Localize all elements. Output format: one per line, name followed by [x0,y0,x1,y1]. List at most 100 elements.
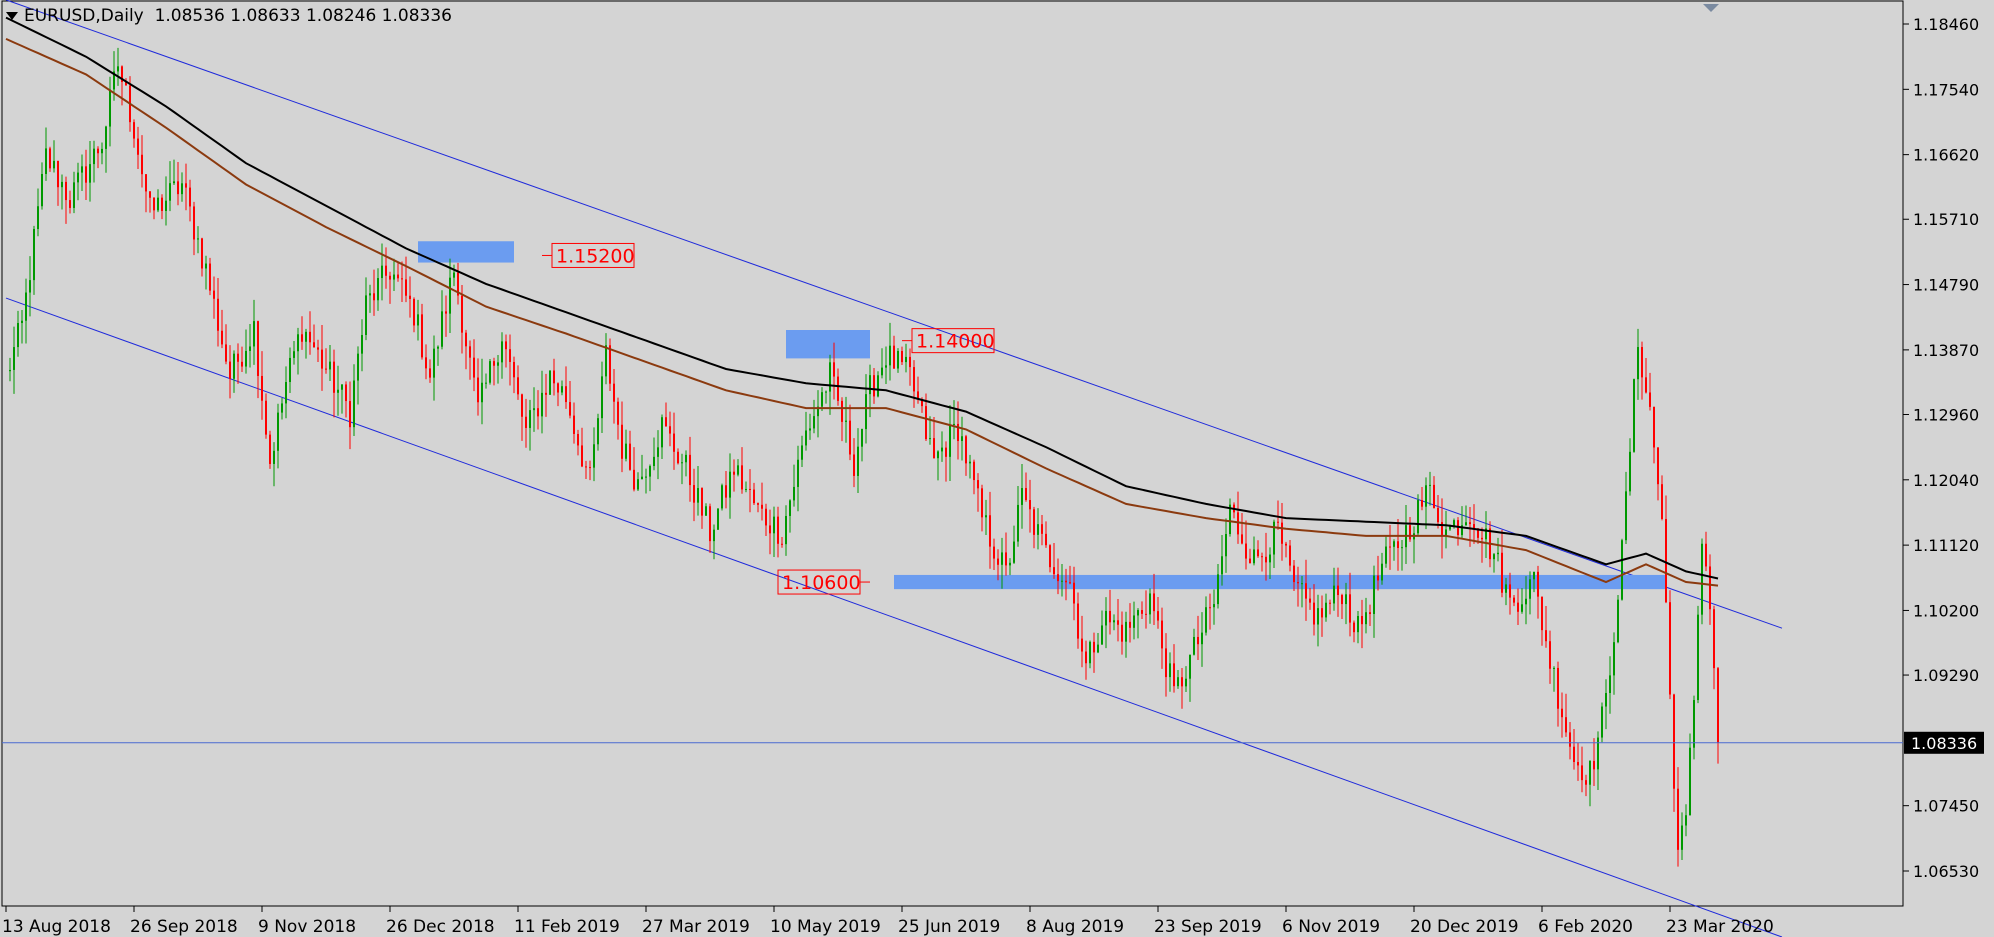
candle-body [313,342,315,348]
candle-body [1253,549,1255,564]
candle-body [1609,675,1611,693]
candle-body [245,350,247,367]
candle-body [1113,620,1115,623]
candle-body [1333,585,1335,604]
candle-body [361,335,363,354]
candle-body [1129,621,1131,628]
candle-body [917,391,919,400]
candle-body [25,292,27,321]
candle-body [1589,760,1591,785]
candle-body [269,434,271,464]
candle-body [1277,521,1279,523]
candle-body [233,353,235,379]
candle-body [13,347,15,370]
candle-body [1097,644,1099,653]
candle-body [613,383,615,402]
candle-body [1057,574,1059,582]
y-tick-label: 1.07450 [1913,797,1979,816]
candle-body [17,323,19,348]
candle-body [769,525,771,534]
candle-body [189,187,191,207]
candle-body [1677,788,1679,850]
candle-body [1293,565,1295,583]
candle-body [337,389,339,393]
candle-body [1029,500,1031,510]
candle-body [21,320,23,324]
candle-body [365,295,367,336]
candle-body [657,447,659,457]
candle-body [37,206,39,230]
candle-body [685,454,687,463]
candle-body [1049,545,1051,568]
candle-body [425,357,427,369]
candle-body [1709,566,1711,610]
candle-body [585,466,587,468]
candle-body [1109,610,1111,623]
candle-body [757,503,759,505]
candle-body [921,399,923,407]
candle-body [325,368,327,370]
candle-body [993,546,995,559]
candle-body [1505,584,1507,593]
candle-body [825,391,827,393]
candle-body [789,500,791,516]
candle-body [1145,613,1147,615]
candle-body [873,375,875,397]
candle-body [1509,584,1511,598]
candle-body [377,278,379,301]
candle-body [1501,552,1503,593]
candle-body [1565,717,1567,733]
candle-body [81,166,83,173]
candle-body [621,424,623,459]
candle-body [1597,737,1599,770]
candle-body [1185,678,1187,687]
candle-body [833,362,835,377]
candle-body [1245,543,1247,559]
candle-body [1177,677,1179,687]
candle-body [705,506,707,516]
candle-body [61,181,63,188]
candle-body [1141,610,1143,614]
candle-body [125,82,127,86]
current-price-badge [1904,731,1984,754]
candle-body [1617,599,1619,643]
level-label-box-1 [551,242,635,268]
candle-body [829,362,831,392]
candle-body [597,418,599,445]
candle-body [1365,612,1367,625]
candle-body [1625,491,1627,541]
candle-body [1317,608,1319,625]
candle-body [1497,552,1499,555]
candle-body [309,331,311,343]
candle-body [877,375,879,397]
candle-body [345,384,347,402]
candle-body [1161,620,1163,649]
candle-body [841,400,843,422]
candle-body [781,543,783,545]
candle-body [1513,597,1515,603]
candle-body [409,295,411,299]
candle-body [1121,624,1123,642]
symbol-menu-icon[interactable] [6,12,18,20]
candle-body [1461,525,1463,536]
chart-shift-icon[interactable] [1703,4,1719,12]
candle-body [1361,615,1363,625]
candle-body [1581,765,1583,781]
candle-body [665,417,667,427]
candle-body [1561,708,1563,718]
candle-body [1525,598,1527,605]
candle-body [113,71,115,90]
candle-body [1225,533,1227,557]
candle-body [1601,706,1603,738]
plot-frame [1,0,1904,907]
candle-body [937,451,939,459]
candle-body [1329,602,1331,604]
candle-body [633,469,635,490]
candle-body [105,126,107,149]
candle-body [1473,524,1475,529]
candle-body [293,351,295,358]
candle-body [1149,593,1151,615]
candle-body [1389,546,1391,548]
candle-body [1665,518,1667,603]
